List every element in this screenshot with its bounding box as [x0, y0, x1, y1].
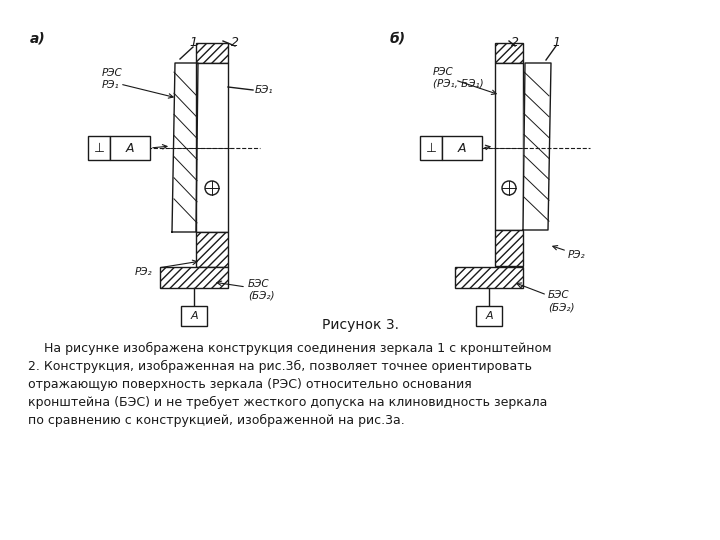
Text: РЭС: РЭС [433, 67, 454, 77]
Text: а): а) [30, 32, 46, 46]
Text: 1: 1 [552, 37, 560, 50]
Text: Рисунок 3.: Рисунок 3. [322, 318, 398, 332]
Text: А: А [190, 311, 198, 321]
Text: б): б) [390, 32, 406, 46]
Text: БЭ₁: БЭ₁ [255, 85, 274, 95]
Bar [196, 232, 228, 267]
Text: РЭ₁: РЭ₁ [102, 80, 120, 90]
Text: 1: 1 [189, 37, 197, 50]
Text: РЭ₂: РЭ₂ [568, 250, 585, 260]
Bar [495, 43, 523, 63]
Text: РЭ₂: РЭ₂ [135, 267, 153, 277]
Bar [181, 306, 207, 326]
Text: РЭС: РЭС [102, 68, 122, 78]
Text: отражающую поверхность зеркала (РЭС) относительно основания: отражающую поверхность зеркала (РЭС) отн… [28, 378, 472, 391]
Text: БЭС: БЭС [548, 290, 570, 300]
Bar [495, 63, 523, 230]
Text: (БЭ₂): (БЭ₂) [548, 302, 575, 312]
Text: А: А [485, 311, 492, 321]
Bar [420, 136, 442, 160]
Bar [196, 63, 228, 232]
Text: БЭС: БЭС [248, 279, 269, 289]
Text: А: А [458, 141, 467, 154]
Text: (РЭ₁, БЭ₁): (РЭ₁, БЭ₁) [433, 79, 484, 89]
Text: На рисунке изображена конструкция соединения зеркала 1 с кронштейном: На рисунке изображена конструкция соедин… [28, 342, 552, 355]
Bar [88, 136, 110, 160]
Bar [476, 306, 502, 326]
Bar [110, 136, 150, 160]
Text: ⊥: ⊥ [94, 141, 104, 154]
Text: 2: 2 [511, 37, 519, 50]
Polygon shape [172, 63, 198, 232]
Text: ⊥: ⊥ [426, 141, 436, 154]
Text: А: А [126, 141, 134, 154]
Text: (БЭ₂): (БЭ₂) [248, 291, 274, 301]
Text: кронштейна (БЭС) и не требует жесткого допуска на клиновидность зеркала: кронштейна (БЭС) и не требует жесткого д… [28, 396, 547, 409]
Text: по сравнению с конструкцией, изображенной на рис.3а.: по сравнению с конструкцией, изображенно… [28, 414, 405, 427]
Polygon shape [523, 63, 551, 230]
Text: 2: 2 [231, 37, 239, 50]
Bar [196, 43, 228, 63]
Bar [455, 267, 523, 288]
Bar [160, 267, 228, 288]
Bar [442, 136, 482, 160]
Bar [495, 230, 523, 266]
Text: 2. Конструкция, изображенная на рис.3б, позволяет точнее ориентировать: 2. Конструкция, изображенная на рис.3б, … [28, 360, 532, 373]
